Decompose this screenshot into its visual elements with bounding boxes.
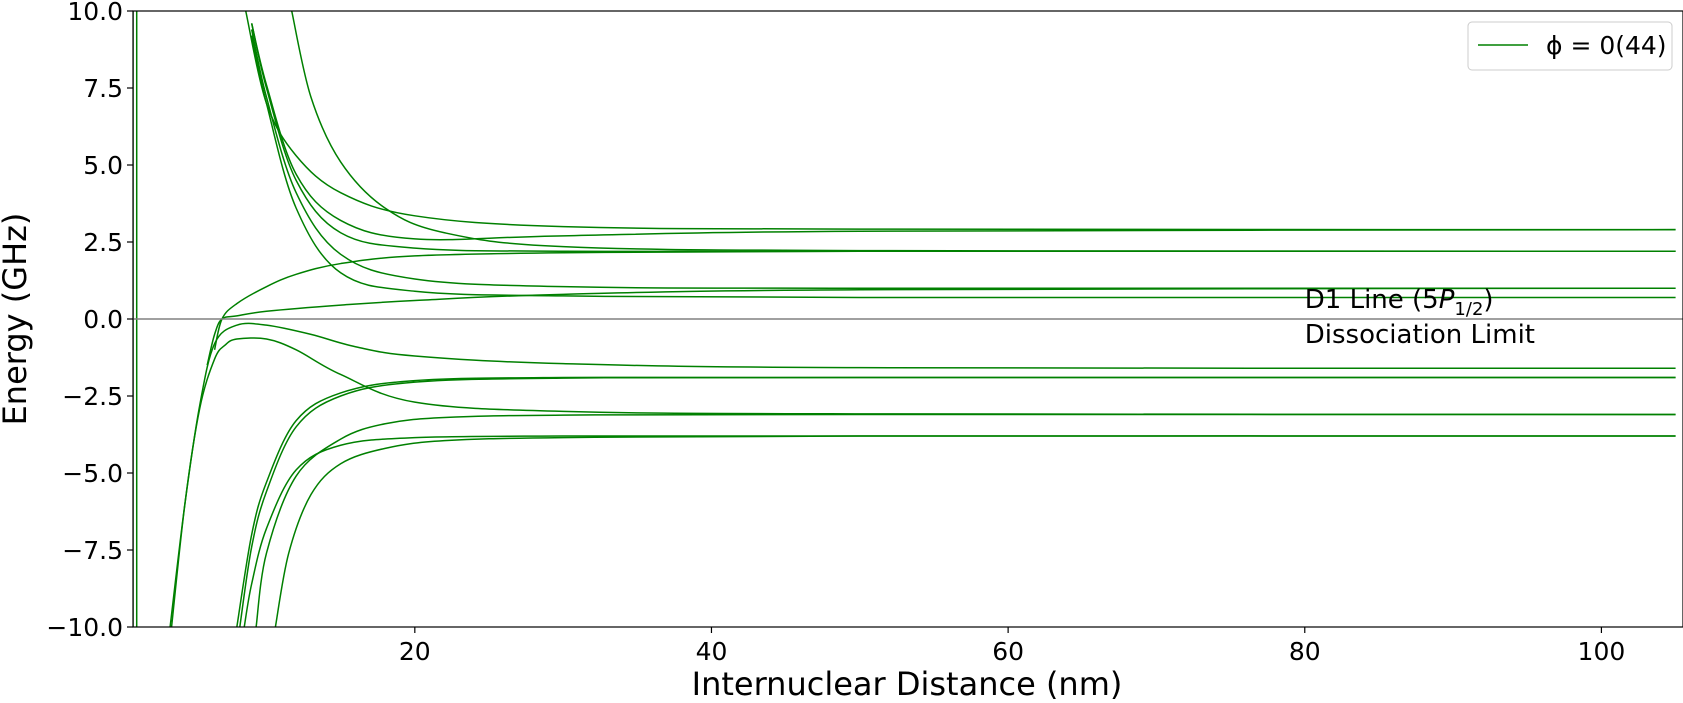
x-tick-label: 60: [992, 637, 1024, 666]
y-axis-label: Energy (GHz): [0, 213, 34, 426]
energy-curve-14: [243, 435, 1676, 627]
energy-curve-13: [255, 413, 1676, 627]
energy-curve-9: [169, 322, 1676, 627]
dissociation-limit-annotation-line1: D1 Line (5P1/2): [1305, 285, 1494, 320]
x-tick-label: 40: [696, 637, 728, 666]
x-tick-label: 20: [399, 637, 431, 666]
y-tick-label: 5.0: [83, 151, 123, 180]
legend-box: [1467, 21, 1673, 71]
annotation-italic-p: P: [1439, 285, 1455, 315]
legend-label: ϕ = 0(44): [1546, 31, 1667, 60]
energy-curve-5: [250, 29, 1676, 290]
energy-curve-2: [250, 23, 1676, 241]
energy-curve-12: [239, 376, 1676, 627]
y-tick-label: 10.0: [67, 0, 123, 26]
y-tick-label: −5.0: [62, 459, 123, 488]
dissociation-limit-annotation-line2: Dissociation Limit: [1305, 320, 1535, 350]
legend: ϕ = 0(44): [1467, 21, 1673, 71]
curves-layer: [133, 11, 1676, 627]
y-tick-label: −2.5: [62, 382, 123, 411]
energy-curve-15: [274, 435, 1676, 627]
energy-curve-4: [250, 23, 1676, 253]
energy-curve-1: [244, 11, 1676, 231]
y-tick-label: −10.0: [46, 613, 123, 642]
plot-frame: [132, 10, 1683, 628]
y-tick-label: 2.5: [83, 228, 123, 257]
y-tick-label: −7.5: [62, 536, 123, 565]
y-tick-label: 0.0: [83, 305, 123, 334]
y-axis-ticks: −10.0 −7.5 −5.0 −2.5 0.0 2.5 5.0 7.5 10.0: [46, 0, 133, 642]
energy-curve-6: [250, 35, 1676, 299]
y-tick-label: 7.5: [83, 74, 123, 103]
x-axis-label: Internuclear Distance (nm): [692, 665, 1123, 703]
x-tick-label: 100: [1578, 637, 1626, 666]
annotation-suffix: ): [1483, 285, 1493, 315]
annotation-subscript: 1/2: [1454, 299, 1483, 320]
annotation-prefix: D1 Line (5: [1305, 285, 1439, 315]
energy-curve-7: [213, 250, 1676, 350]
x-axis-ticks: 20 40 60 80 100: [399, 627, 1625, 666]
x-tick-label: 80: [1289, 637, 1321, 666]
